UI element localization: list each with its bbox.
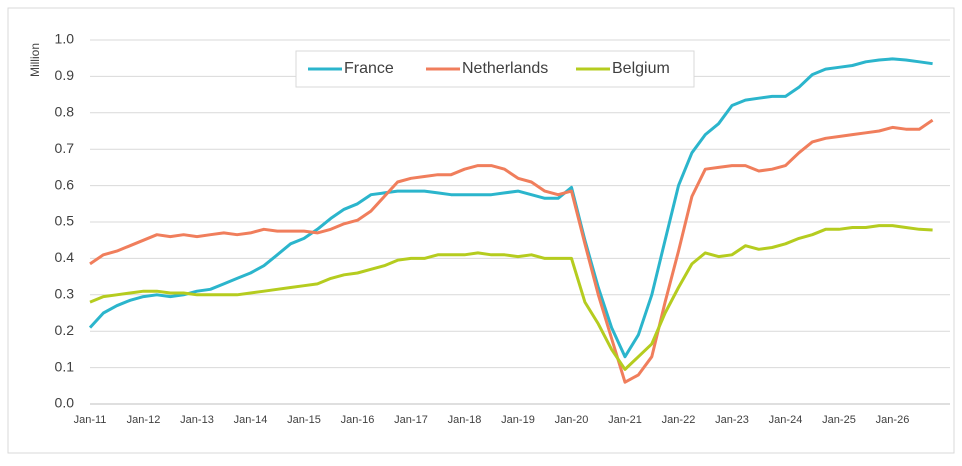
y-tick-label: 0.8 [55, 104, 75, 120]
x-tick-label: Jan-11 [74, 414, 107, 426]
y-tick-label: 0.7 [55, 140, 75, 156]
x-tick-label: Jan-23 [715, 414, 749, 426]
x-tick-label: Jan-13 [180, 414, 214, 426]
y-axis-label: Million [28, 43, 42, 77]
y-tick-label: 1.0 [55, 31, 75, 47]
x-tick-label: Jan-22 [662, 414, 696, 426]
line-series [88, 57, 933, 359]
y-tick-label: 0.6 [55, 176, 75, 192]
legend-box [295, 50, 695, 88]
x-tick-label: Jan-20 [555, 414, 589, 426]
x-tick-label: Jan-18 [448, 414, 482, 426]
line-series [89, 118, 934, 384]
y-tick-label: 0.3 [55, 286, 75, 302]
x-tick-label: Jan-17 [394, 414, 428, 426]
y-tick-label: 0.1 [55, 358, 75, 374]
line-series [89, 224, 933, 371]
y-tick-label: 0.5 [55, 213, 75, 229]
x-tick-label: Jan-12 [127, 414, 161, 426]
y-tick-label: 0.2 [55, 322, 75, 338]
x-tick-label: Jan-25 [822, 414, 856, 426]
legend-label: Belgium [612, 60, 670, 77]
x-tick-label: Jan-24 [769, 414, 803, 426]
y-tick-label: 0.9 [55, 67, 75, 83]
x-tick-label: Jan-16 [341, 414, 375, 426]
legend-label: Netherlands [462, 60, 548, 77]
x-tick-label: Jan-26 [876, 414, 910, 426]
legend-label: France [344, 60, 394, 77]
legend: France Netherlands Belgium [295, 50, 695, 88]
y-tick-label: 0.0 [55, 395, 75, 411]
x-tick-label: Jan-21 [608, 414, 642, 426]
x-tick-label: Jan-15 [287, 414, 321, 426]
y-tick-label: 0.4 [55, 249, 75, 265]
x-tick-label: Jan-19 [501, 414, 535, 426]
x-tick-label: Jan-14 [234, 414, 268, 426]
